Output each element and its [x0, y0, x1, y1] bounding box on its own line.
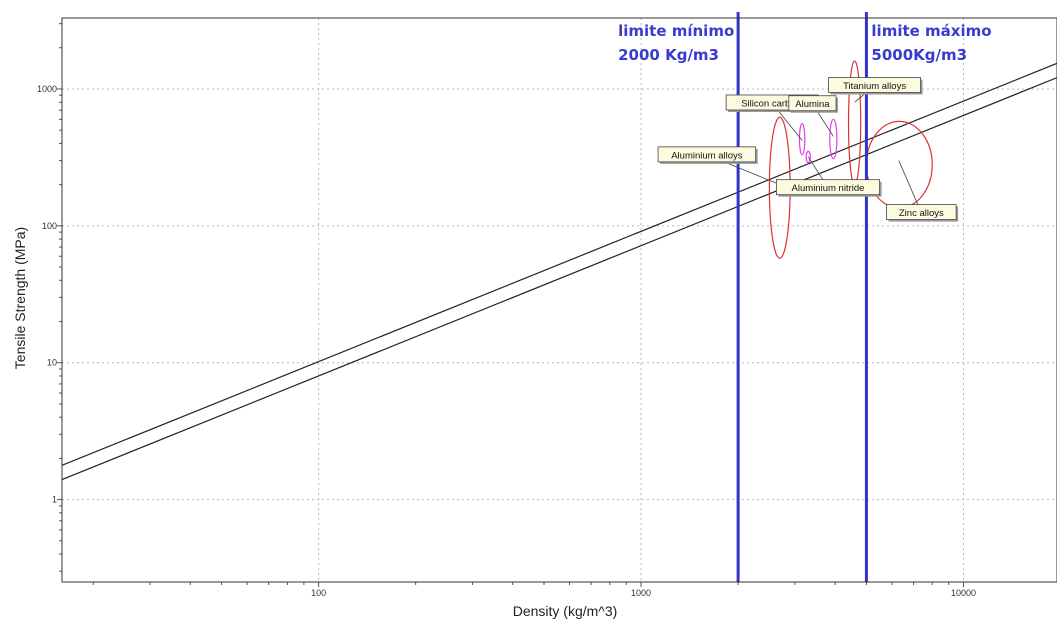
material-label: Aluminium alloys	[671, 150, 743, 161]
limit-lines: limite mínimo 2000 Kg/m3 limite máximo 5000…	[618, 12, 992, 582]
y-axis-title: Tensile Strength (MPa)	[12, 227, 28, 369]
material-label: Silicon carbide	[741, 98, 803, 109]
limit-value-label: 5000Kg/m3	[871, 46, 967, 64]
material-label: Zinc alloys	[899, 208, 944, 219]
limit-value-label: 2000 Kg/m3	[618, 46, 719, 64]
y-tick-label: 100	[42, 221, 57, 231]
y-tick-label: 1	[52, 495, 57, 505]
y-tick-label: 1000	[37, 84, 57, 94]
axes: 100 1000 10000 1 10 100 1000	[37, 17, 1057, 598]
x-axis-title: Density (kg/m^3)	[513, 603, 618, 619]
material-label: Titanium alloys	[843, 81, 906, 92]
material-region	[829, 118, 838, 160]
x-tick-label: 1000	[631, 588, 651, 598]
label-box	[657, 146, 757, 163]
label-leader	[898, 160, 922, 213]
material-label: Aluminium nitride	[792, 183, 865, 194]
label-box	[828, 77, 921, 93]
plot-frame	[61, 17, 1057, 583]
material-label: Alumina	[795, 99, 830, 110]
guide-lines	[61, 62, 1057, 481]
x-tick-label: 100	[311, 588, 326, 598]
x-tick-label: 10000	[951, 588, 976, 598]
label-box	[886, 204, 957, 220]
limit-label: limite mínimo	[618, 22, 734, 40]
label-box	[775, 179, 880, 196]
y-tick-label: 10	[47, 358, 57, 368]
material-region	[805, 150, 811, 164]
material-region	[798, 122, 806, 156]
grid	[62, 18, 1057, 582]
guide-line	[61, 77, 1057, 481]
guide-line	[61, 62, 1057, 466]
label-box	[788, 95, 837, 112]
limit-label: limite máximo	[871, 22, 991, 40]
